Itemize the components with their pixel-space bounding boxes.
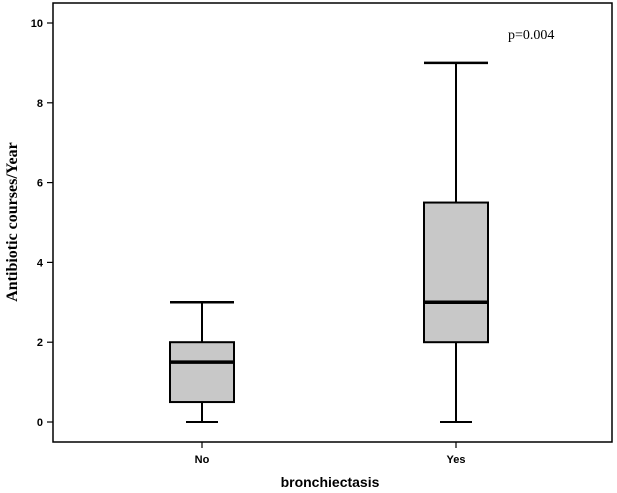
y-tick-label: 0 — [37, 417, 43, 429]
box-yes — [423, 61, 489, 423]
x-tick-label: Yes — [447, 454, 466, 466]
y-tick-label: 10 — [31, 18, 43, 30]
y-tick-label: 6 — [37, 178, 43, 190]
x-axis: No Yes — [195, 442, 466, 466]
x-axis-label: bronchiectasis — [281, 474, 380, 490]
y-tick-label: 2 — [37, 337, 43, 349]
iqr-box — [169, 341, 235, 404]
y-tick-label: 8 — [37, 98, 43, 110]
boxes — [169, 61, 489, 423]
y-axis: 0 2 4 6 8 10 — [31, 18, 53, 429]
p-value-annotation: p=0.004 — [508, 28, 554, 43]
plot-frame — [52, 2, 613, 443]
y-tick-label: 4 — [37, 257, 44, 269]
y-axis-label: Antibiotic courses/Year — [4, 142, 21, 302]
box-no — [169, 301, 235, 423]
iqr-box — [423, 201, 489, 344]
x-tick-label: No — [195, 454, 210, 466]
